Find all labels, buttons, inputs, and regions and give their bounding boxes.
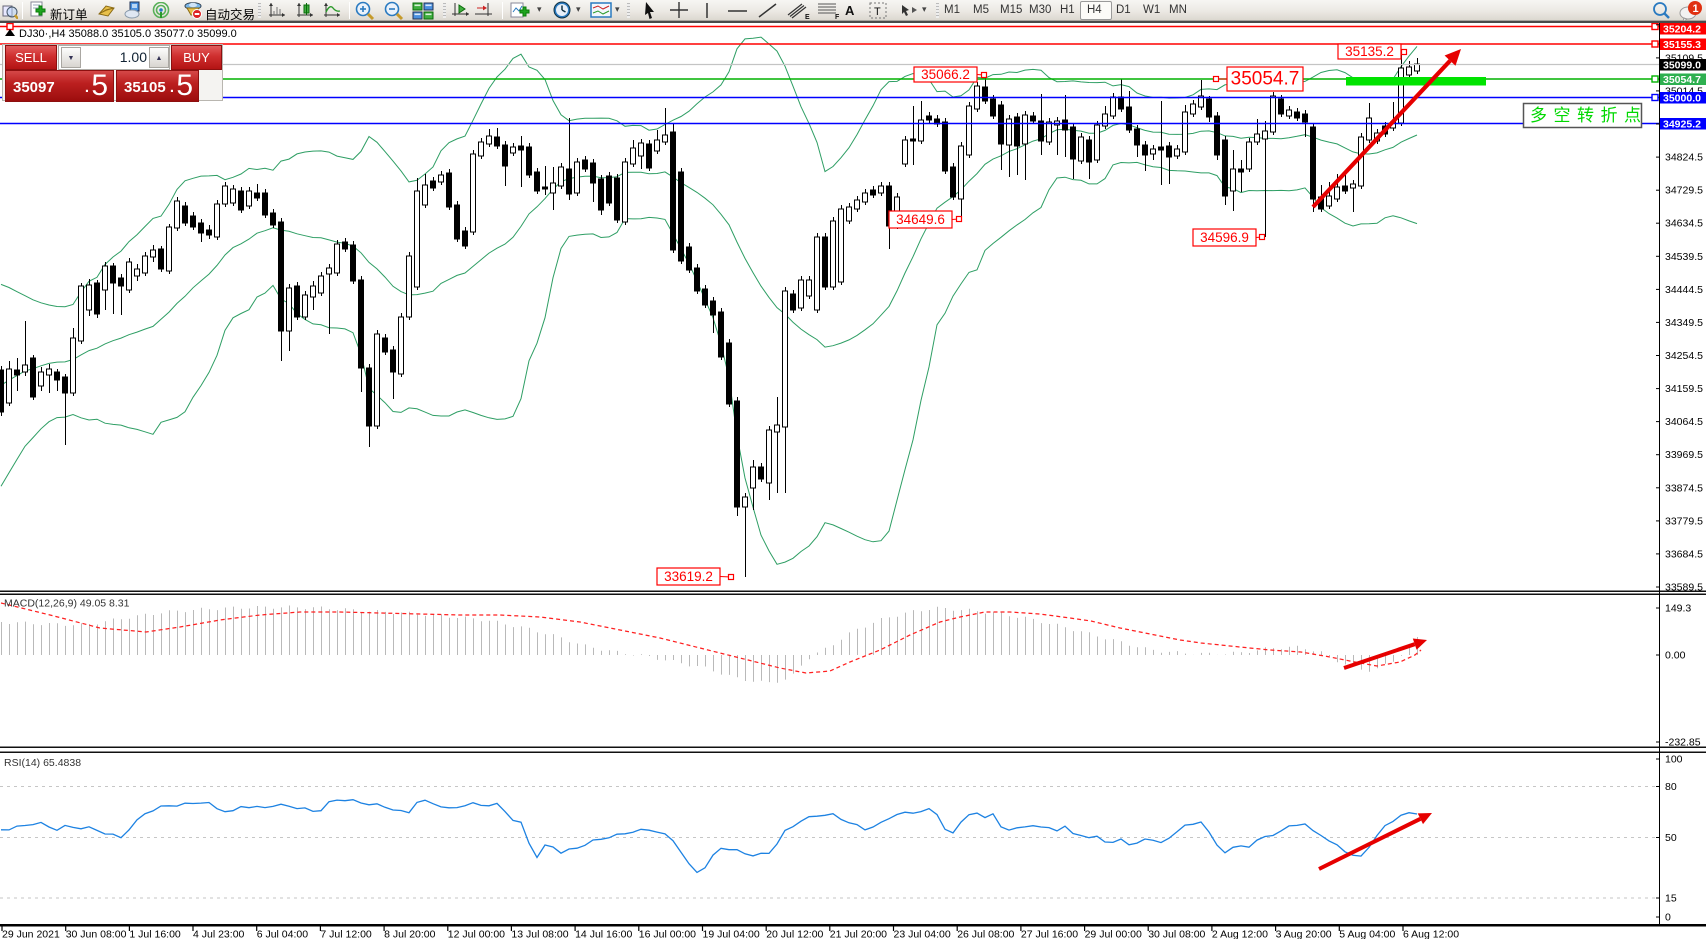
svg-text:8 Jul 20:00: 8 Jul 20:00: [384, 929, 436, 939]
svg-text:35066.2: 35066.2: [921, 67, 970, 82]
svg-text:34925.2: 34925.2: [1663, 119, 1701, 131]
svg-text:35204.2: 35204.2: [1663, 24, 1701, 36]
svg-text:30 Jul 08:00: 30 Jul 08:00: [1148, 929, 1205, 939]
svg-text:29 Jun 2021: 29 Jun 2021: [2, 929, 60, 939]
svg-text:21 Jul 20:00: 21 Jul 20:00: [830, 929, 887, 939]
svg-text:34649.6: 34649.6: [896, 212, 945, 227]
svg-text:MACD(12,26,9) 49.05 8.31: MACD(12,26,9) 49.05 8.31: [4, 598, 130, 610]
svg-text:34064.5: 34064.5: [1665, 416, 1703, 428]
svg-text:35000.0: 35000.0: [1663, 93, 1701, 105]
svg-text:3 Aug 20:00: 3 Aug 20:00: [1276, 929, 1332, 939]
svg-text:12 Jul 00:00: 12 Jul 00:00: [448, 929, 505, 939]
svg-text:0.00: 0.00: [1665, 650, 1686, 662]
svg-text:35099.0: 35099.0: [1663, 60, 1701, 72]
svg-text:35054.7: 35054.7: [1663, 74, 1701, 86]
svg-text:23 Jul 04:00: 23 Jul 04:00: [894, 929, 951, 939]
svg-text:15: 15: [1665, 893, 1677, 905]
svg-text:6 Aug 12:00: 6 Aug 12:00: [1403, 929, 1459, 939]
svg-text:RSI(14) 65.4838: RSI(14) 65.4838: [4, 757, 81, 769]
svg-text:34824.5: 34824.5: [1665, 152, 1703, 164]
svg-text:5 Aug 04:00: 5 Aug 04:00: [1339, 929, 1395, 939]
svg-text:34159.5: 34159.5: [1665, 383, 1703, 395]
svg-text:-232.85: -232.85: [1665, 737, 1701, 749]
svg-text:T: T: [874, 6, 881, 18]
svg-text:34444.5: 34444.5: [1665, 284, 1703, 296]
svg-text:E: E: [805, 14, 810, 21]
svg-text:35054.7: 35054.7: [1231, 69, 1300, 90]
svg-text:33969.5: 33969.5: [1665, 449, 1703, 461]
svg-text:149.3: 149.3: [1665, 603, 1691, 615]
svg-text:33589.5: 33589.5: [1665, 582, 1703, 594]
svg-text:4 Jul 23:00: 4 Jul 23:00: [193, 929, 245, 939]
svg-text:33619.2: 33619.2: [664, 569, 713, 584]
svg-text:30 Jun 08:00: 30 Jun 08:00: [66, 929, 127, 939]
svg-text:34349.5: 34349.5: [1665, 317, 1703, 329]
svg-text:33684.5: 33684.5: [1665, 548, 1703, 560]
svg-text:7 Jul 12:00: 7 Jul 12:00: [320, 929, 372, 939]
svg-text:35135.2: 35135.2: [1345, 44, 1394, 59]
svg-text:19 Jul 04:00: 19 Jul 04:00: [703, 929, 760, 939]
svg-text:14 Jul 16:00: 14 Jul 16:00: [575, 929, 632, 939]
svg-text:1: 1: [1693, 3, 1699, 15]
svg-text:16 Jul 00:00: 16 Jul 00:00: [639, 929, 696, 939]
svg-text:34729.5: 34729.5: [1665, 185, 1703, 197]
svg-text:2 Aug 12:00: 2 Aug 12:00: [1212, 929, 1268, 939]
svg-text:DJ30·,H4 35088.0 35105.0 3507: DJ30·,H4 35088.0 35105.0 35077.0 35099.0: [19, 28, 237, 40]
svg-text:50: 50: [1665, 832, 1677, 844]
svg-text:100: 100: [1665, 754, 1683, 766]
svg-text:26 Jul 08:00: 26 Jul 08:00: [957, 929, 1014, 939]
svg-text:34596.9: 34596.9: [1200, 230, 1249, 245]
svg-text:0: 0: [1665, 912, 1671, 924]
svg-text:6 Jul 04:00: 6 Jul 04:00: [257, 929, 309, 939]
svg-text:80: 80: [1665, 781, 1677, 793]
svg-text:34634.5: 34634.5: [1665, 218, 1703, 230]
svg-text:多空转折点: 多空转折点: [1530, 106, 1648, 125]
svg-text:13 Jul 08:00: 13 Jul 08:00: [511, 929, 568, 939]
svg-text:20 Jul 12:00: 20 Jul 12:00: [766, 929, 823, 939]
svg-text:F: F: [835, 14, 840, 21]
svg-text:1 Jul 16:00: 1 Jul 16:00: [129, 929, 181, 939]
svg-text:35155.3: 35155.3: [1663, 39, 1701, 51]
svg-text:33874.5: 33874.5: [1665, 482, 1703, 494]
svg-text:33779.5: 33779.5: [1665, 515, 1703, 527]
svg-text:27 Jul 16:00: 27 Jul 16:00: [1021, 929, 1078, 939]
svg-text:34539.5: 34539.5: [1665, 251, 1703, 263]
svg-text:29 Jul 00:00: 29 Jul 00:00: [1085, 929, 1142, 939]
svg-text:34254.5: 34254.5: [1665, 350, 1703, 362]
